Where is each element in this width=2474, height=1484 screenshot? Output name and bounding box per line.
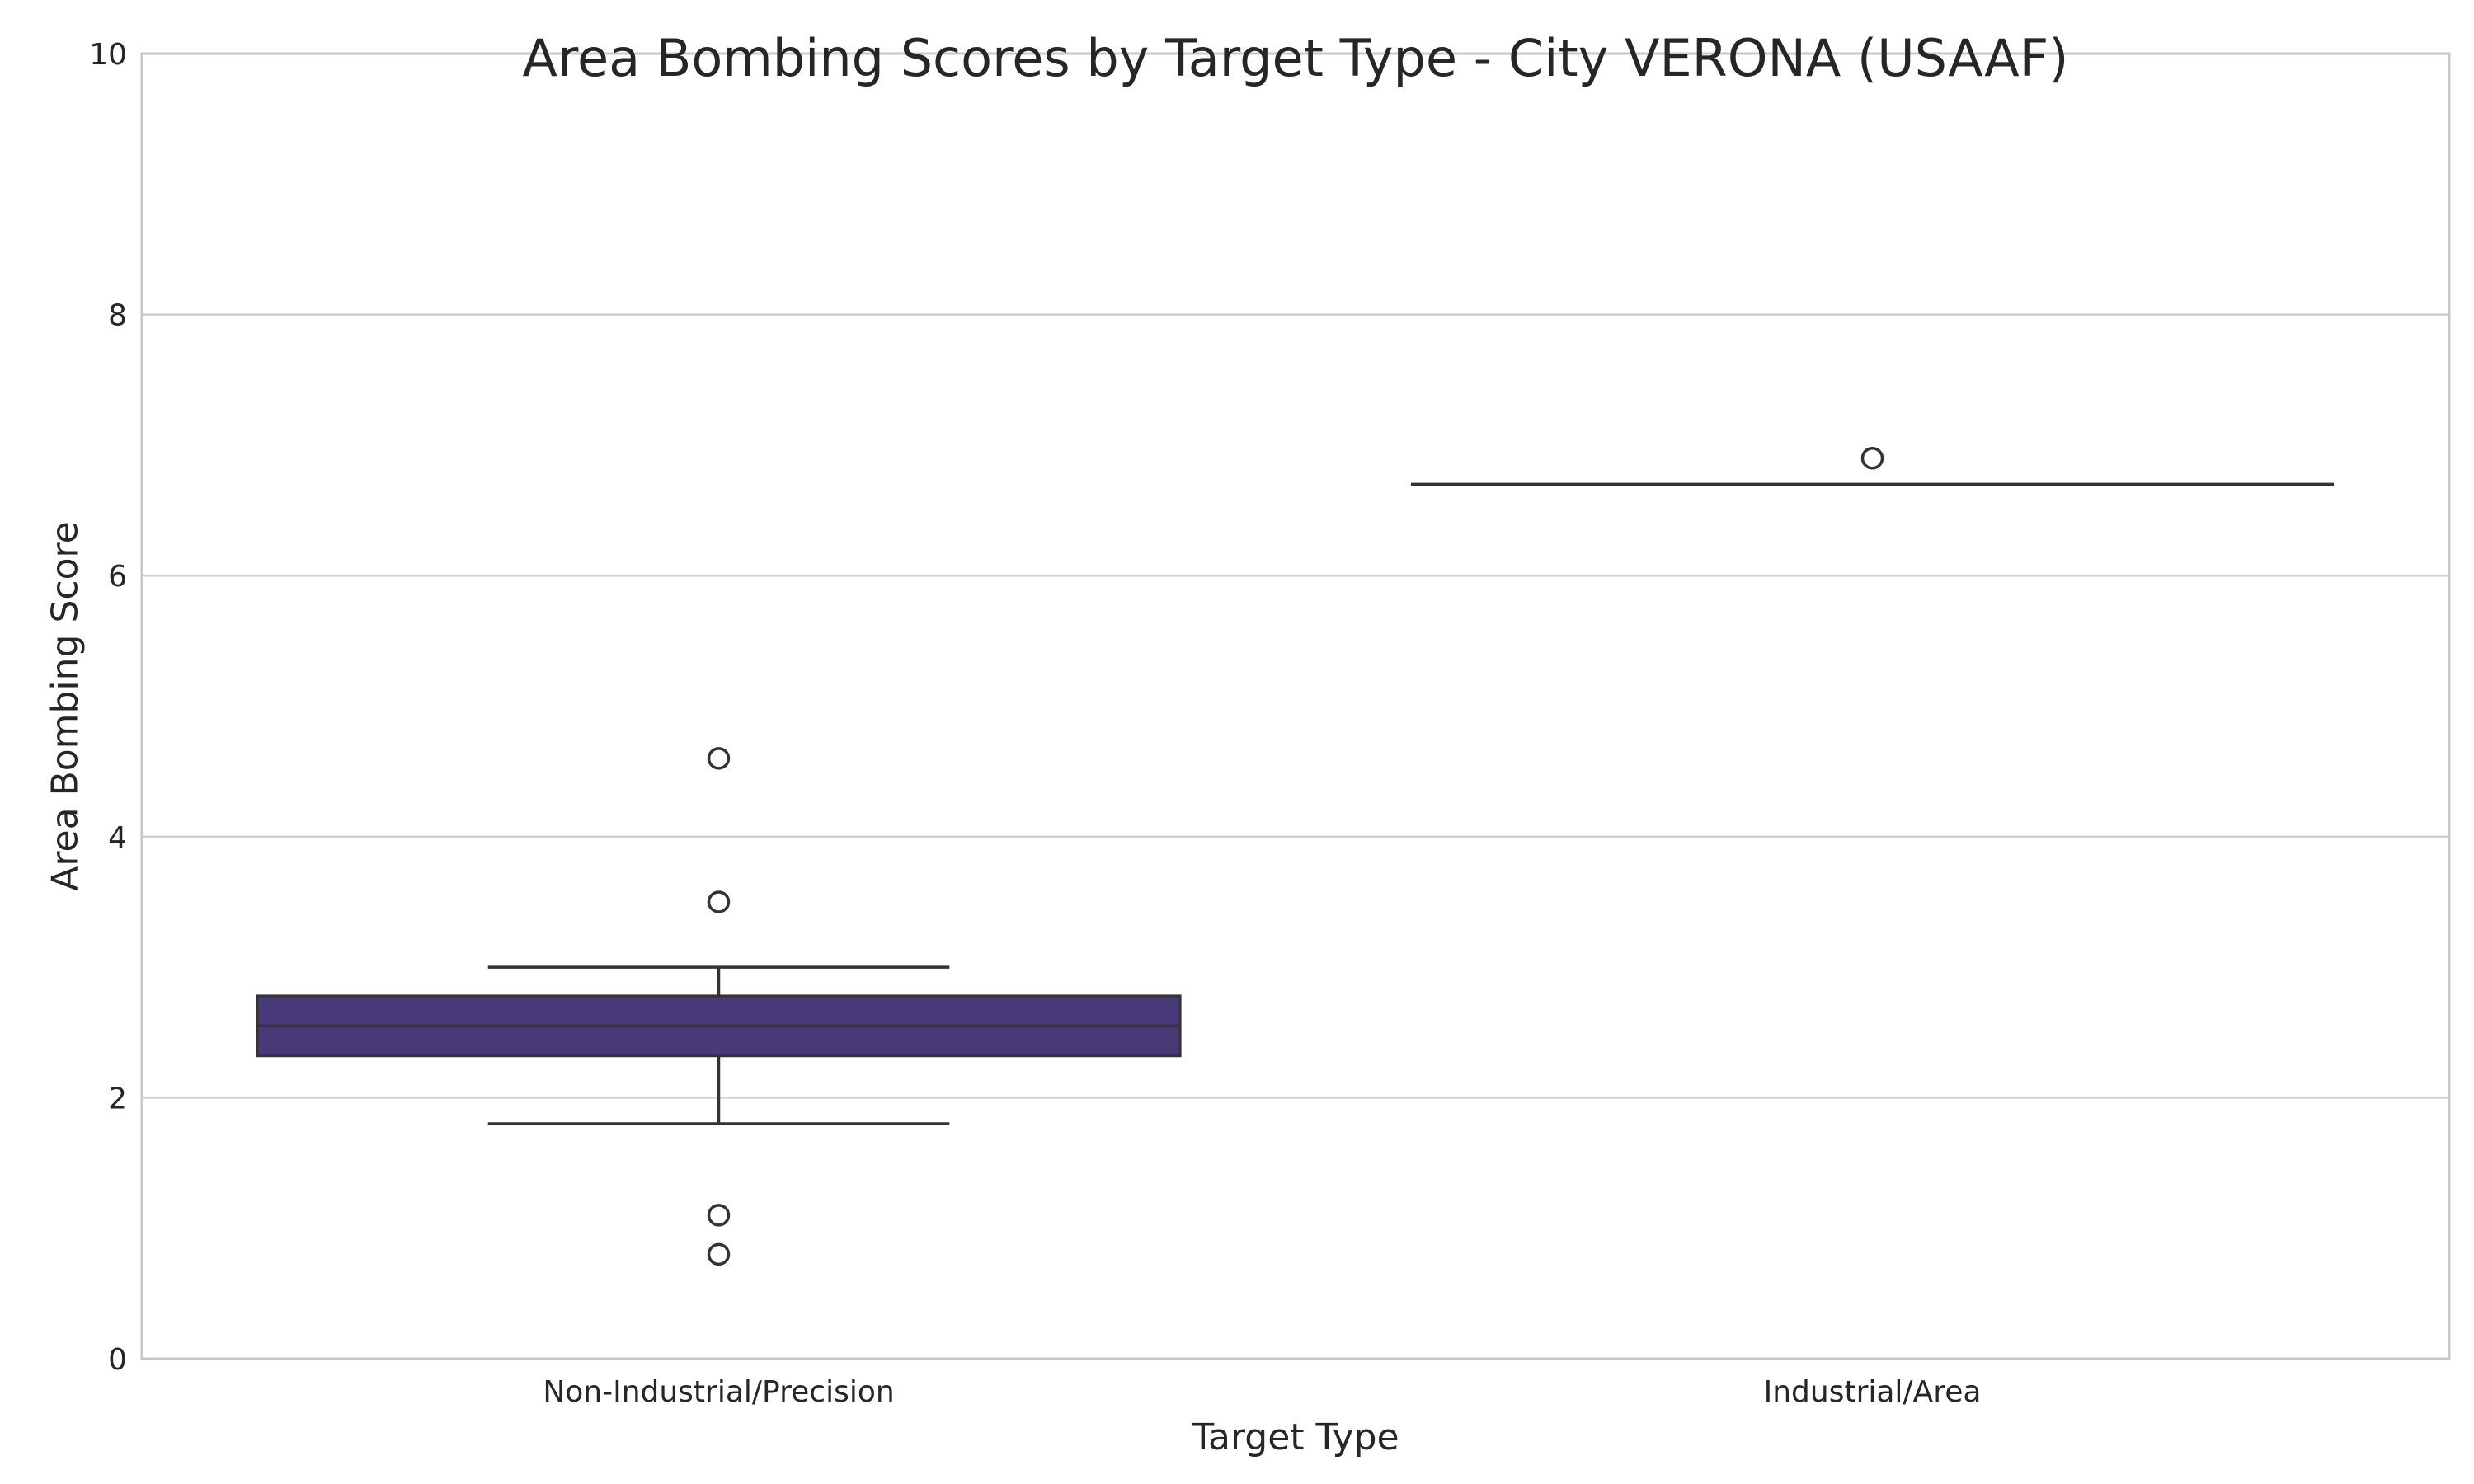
box-group <box>1410 446 2335 486</box>
y-tick-label: 8 <box>108 299 127 333</box>
y-tick-label: 4 <box>108 821 127 855</box>
y-tick-label: 2 <box>108 1082 127 1115</box>
y-tick-label: 0 <box>108 1343 127 1377</box>
y-tick-labels: 0 2 4 6 8 10 <box>89 38 127 1377</box>
box-group <box>256 747 1182 1266</box>
y-axis-label: Area Bombing Score <box>44 521 86 890</box>
x-tick-label: Industrial/Area <box>1764 1375 1982 1409</box>
y-tick-label: 6 <box>108 560 127 594</box>
outlier-point <box>707 890 731 913</box>
outlier-point <box>707 1204 731 1227</box>
outlier-point <box>1860 446 1884 470</box>
x-tick-label: Non-Industrial/Precision <box>543 1375 894 1409</box>
plot-frame <box>140 52 2451 1360</box>
outlier-point <box>707 747 731 770</box>
outlier-point <box>707 1242 731 1266</box>
grid-lines <box>142 313 2449 1099</box>
y-tick-label: 10 <box>89 38 127 72</box>
x-tick-labels: Non-Industrial/Precision Industrial/Area <box>543 1375 1981 1409</box>
x-axis-label: Target Type <box>1191 1416 1399 1458</box>
box-marks <box>256 446 2335 1266</box>
chart-title: Area Bombing Scores by Target Type - Cit… <box>523 28 2069 88</box>
